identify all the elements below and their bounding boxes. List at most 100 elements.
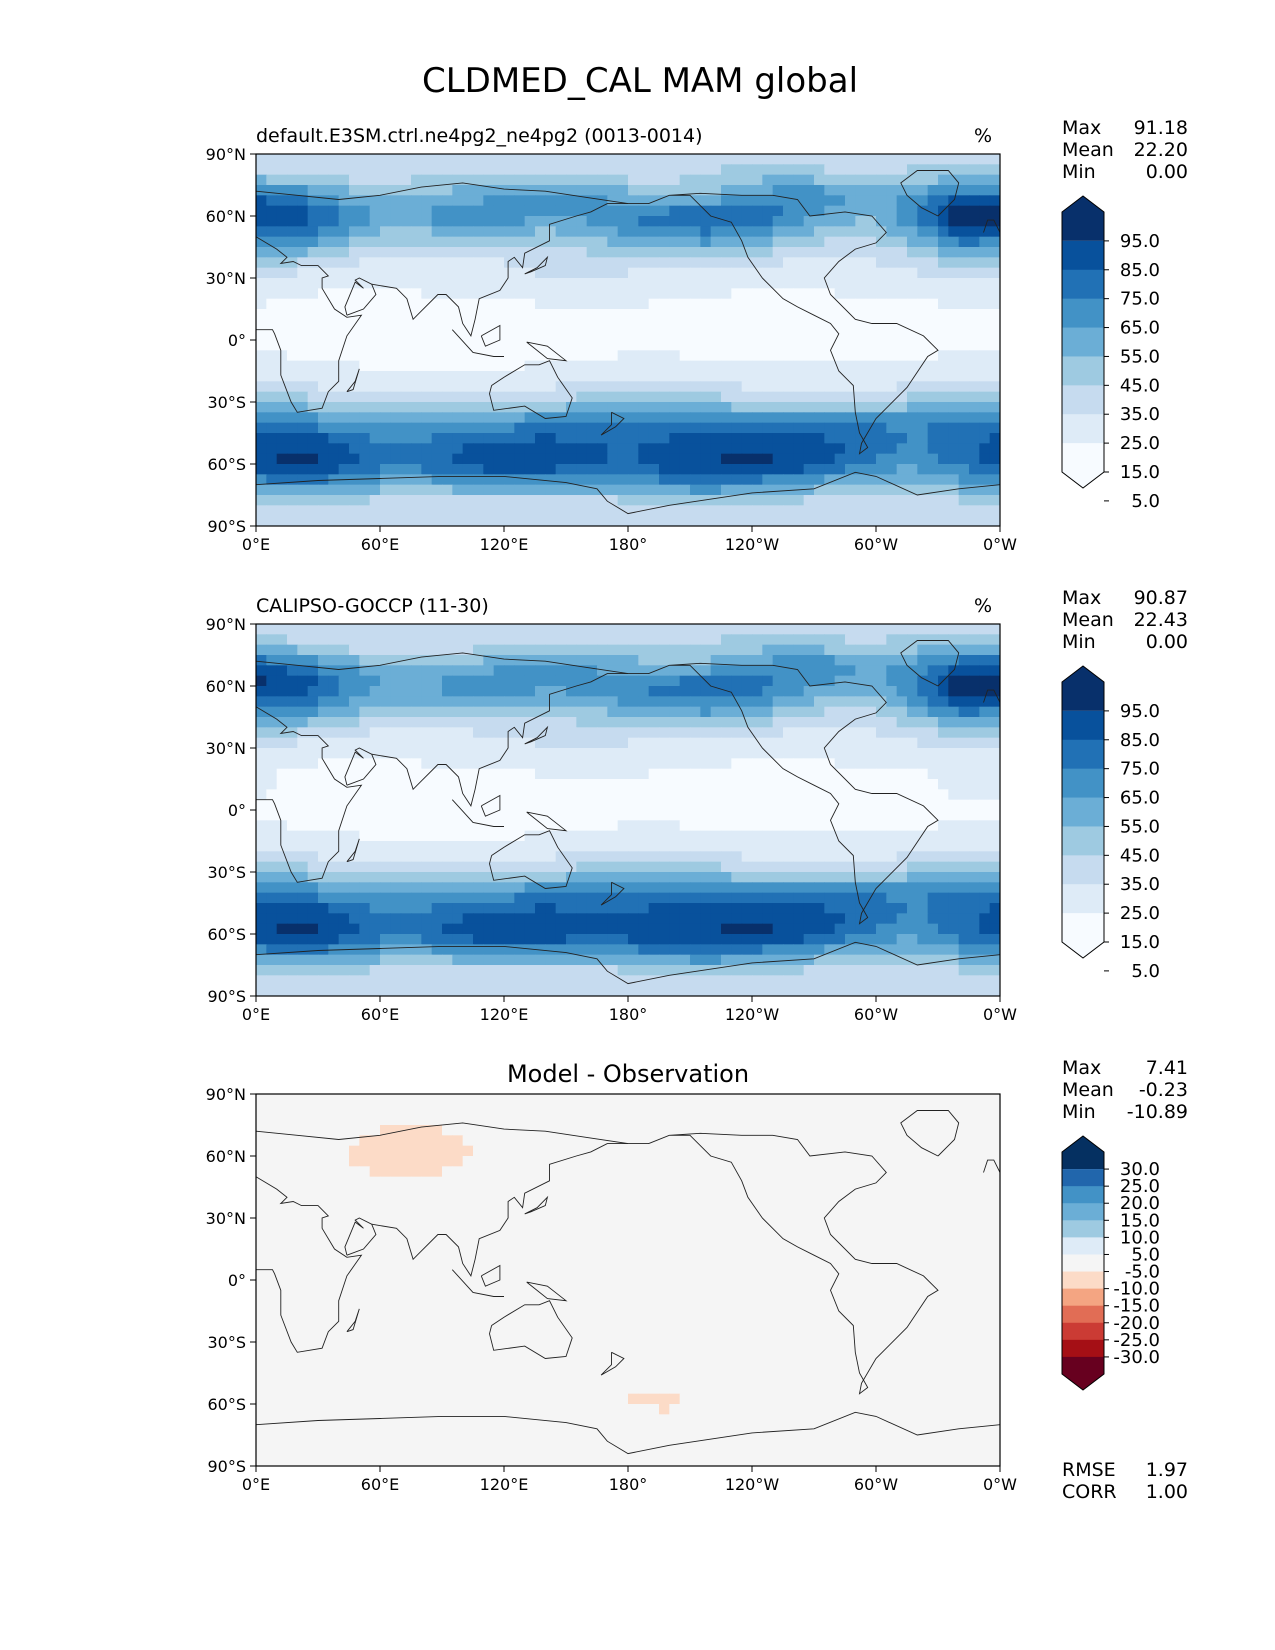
map-cell (307, 717, 319, 728)
map-cell (700, 257, 712, 269)
map-cell (349, 830, 360, 842)
map-cell (380, 205, 391, 217)
map-cell (462, 830, 474, 842)
map-cell (297, 195, 309, 207)
map-cell (845, 675, 856, 687)
map-cell (824, 164, 836, 176)
map-cell (886, 495, 898, 506)
map-cell (266, 934, 278, 945)
map-cell (493, 226, 505, 238)
map-cell (865, 903, 877, 914)
map-cell (648, 944, 660, 956)
map-cell (504, 758, 515, 770)
map-cell (979, 412, 991, 424)
map-cell (338, 903, 350, 914)
map-cell (266, 484, 278, 496)
map-cell (617, 371, 629, 382)
map-cell (524, 226, 536, 238)
map-cell (555, 422, 567, 434)
map-cell (524, 882, 536, 894)
map-cell (473, 205, 484, 217)
map-cell (514, 655, 526, 666)
map-cell (989, 758, 1000, 770)
map-cell (752, 696, 763, 708)
map-cell (380, 872, 391, 883)
map-cell (659, 257, 670, 269)
map-cell (545, 861, 557, 873)
map-cell (710, 675, 722, 687)
map-cell (793, 174, 805, 186)
map-cell (514, 624, 526, 635)
map-cell (504, 515, 515, 526)
map-cell (948, 696, 960, 708)
map-cell (814, 278, 825, 289)
map-cell (783, 278, 794, 289)
map-cell (431, 350, 443, 362)
map-cell (938, 288, 949, 300)
map-cell (979, 205, 991, 217)
map-cell (638, 768, 650, 780)
map-cell (979, 820, 991, 832)
map-cell (855, 872, 867, 883)
map-cell (287, 923, 298, 935)
map-cell (948, 872, 960, 883)
map-cell (504, 226, 515, 238)
map-cell (896, 257, 908, 269)
map-cell (648, 174, 660, 186)
map-cell (752, 892, 763, 904)
map-cell (431, 768, 443, 780)
map-cell (855, 789, 867, 801)
map-cell (907, 288, 918, 300)
map-cell (524, 644, 536, 656)
map-cell (297, 882, 309, 894)
map-cell (969, 696, 980, 708)
map-cell (514, 267, 526, 279)
map-cell (814, 391, 825, 403)
map-cell (927, 350, 939, 362)
map-cell (483, 288, 495, 300)
map-cell (452, 309, 464, 320)
map-cell (545, 226, 557, 238)
map-cell (762, 810, 774, 821)
map-cell (969, 820, 980, 832)
map-cell (907, 644, 918, 656)
map-cell (535, 433, 546, 444)
map-cell (328, 391, 340, 403)
map-cell (276, 810, 288, 821)
map-cell (380, 443, 391, 455)
map-cell (865, 402, 877, 413)
map-cell (380, 696, 391, 708)
map-cell (803, 164, 815, 176)
map-cell (710, 236, 722, 248)
map-cell (679, 644, 691, 656)
map-cell (876, 443, 887, 455)
map-cell (276, 360, 288, 372)
map-cell (938, 195, 949, 207)
map-cell (514, 474, 526, 486)
map-cell (865, 675, 877, 687)
map-cell (958, 737, 970, 749)
map-cell (576, 737, 588, 749)
map-cell (431, 706, 443, 718)
map-cell (927, 675, 939, 687)
map-cell (607, 696, 619, 708)
map-cell (886, 195, 898, 207)
map-cell (338, 624, 350, 635)
map-cell (886, 810, 898, 821)
map-cell (359, 913, 371, 925)
map-cell (359, 433, 371, 444)
map-cell (855, 267, 867, 279)
map-cell (421, 861, 433, 873)
map-cell (524, 748, 536, 759)
stat-label: Min (1062, 161, 1096, 183)
map-cell (989, 340, 1000, 351)
map-cell (421, 913, 433, 925)
map-cell (400, 453, 412, 465)
map-cell (824, 872, 836, 883)
map-cell (979, 882, 991, 894)
map-cell (462, 371, 474, 382)
map-cell (886, 768, 898, 780)
map-cell (989, 706, 1000, 718)
map-cell (545, 830, 557, 842)
map-cell (772, 892, 784, 904)
